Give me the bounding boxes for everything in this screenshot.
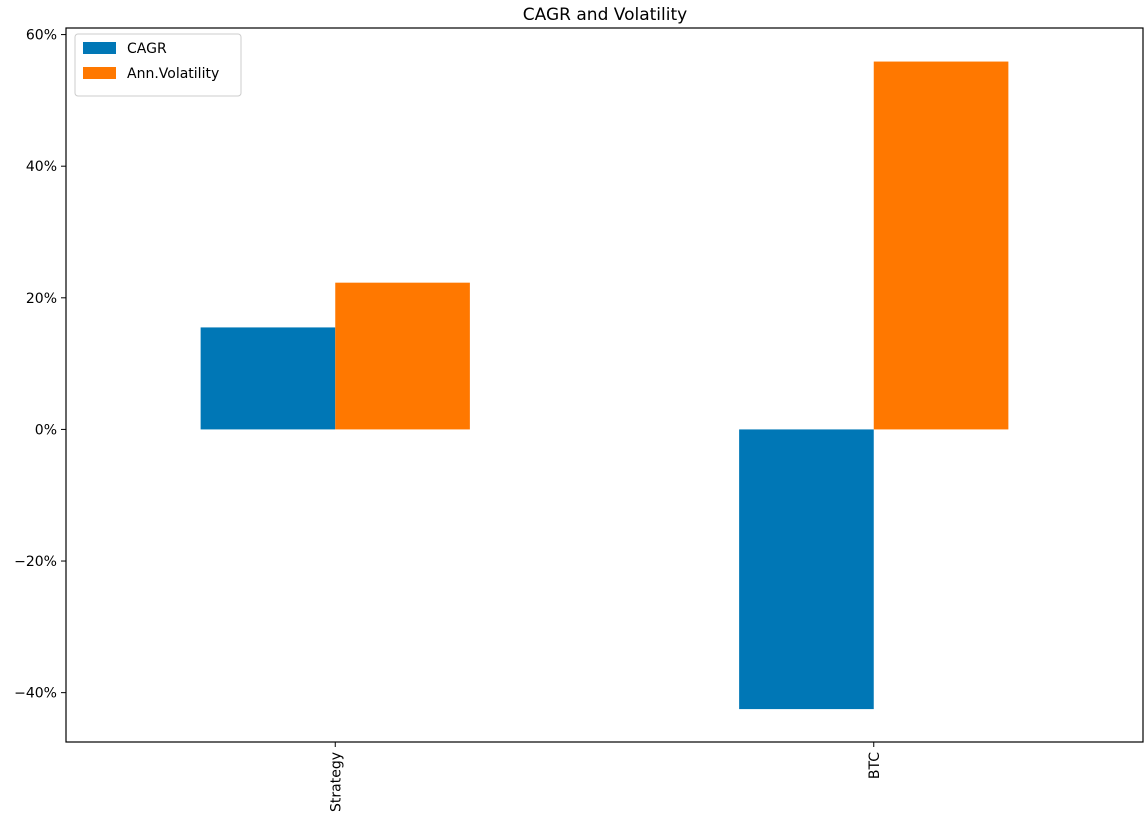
x-tick-label: BTC [867, 752, 883, 779]
y-tick-label: 20% [26, 291, 57, 307]
bars-layer [200, 61, 1009, 710]
bar-ann-volatility-btc [873, 61, 1009, 430]
bar-ann-volatility-strategy [335, 282, 470, 430]
legend: CAGR Ann.Volatility [74, 33, 242, 97]
bar-cagr-strategy [200, 327, 336, 430]
legend-box [74, 33, 242, 97]
x-tick-label: Strategy [328, 752, 344, 812]
legend-label: Ann.Volatility [127, 66, 219, 82]
axes-layer [65, 27, 1144, 743]
y-tick-label: −40% [14, 686, 57, 702]
chart-title: CAGR and Volatility [523, 5, 687, 25]
y-axis: −40% −20% 0% 20% 40% 60% [14, 28, 66, 702]
y-tick-label: −20% [14, 554, 57, 570]
bar-cagr-btc [739, 429, 874, 710]
x-axis: Strategy BTC [328, 742, 883, 812]
legend-swatch [83, 42, 116, 54]
y-tick-label: 40% [26, 159, 57, 175]
y-tick-label: 60% [26, 28, 57, 44]
legend-label: CAGR [127, 41, 167, 57]
y-tick-label: 0% [35, 422, 57, 438]
legend-swatch [83, 67, 116, 79]
plot-frame [65, 27, 1144, 743]
